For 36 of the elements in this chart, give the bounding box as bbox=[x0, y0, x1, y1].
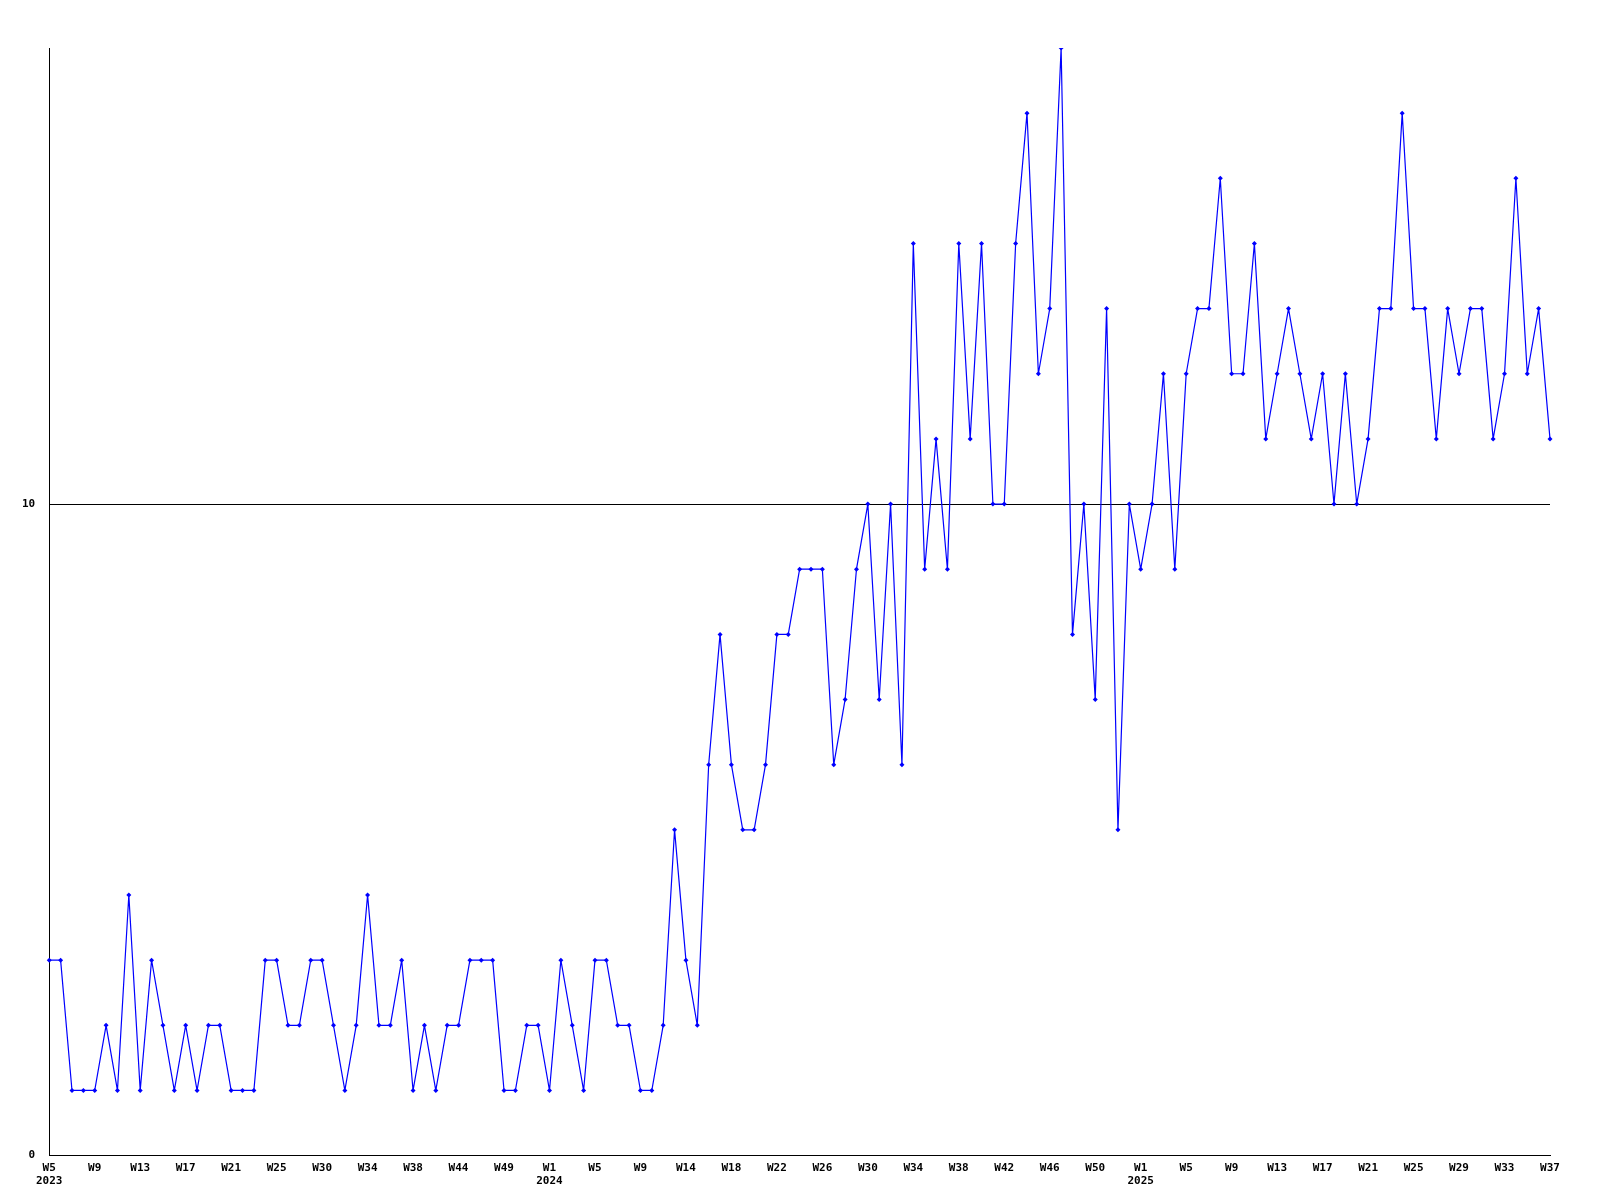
x-tick-label: W25 bbox=[1403, 1161, 1424, 1175]
x-tick-label: W37 bbox=[1540, 1161, 1560, 1175]
x-tick-label: W50 bbox=[1085, 1161, 1106, 1175]
x-tick-label: W9 bbox=[633, 1161, 648, 1175]
x-tick-label: W25 bbox=[266, 1161, 287, 1175]
x-tick-label: W30 bbox=[312, 1161, 333, 1175]
x-tick-label: W22 bbox=[766, 1161, 787, 1175]
x-tick-label: W5 bbox=[1179, 1161, 1193, 1175]
x-tick-label: W5 bbox=[588, 1161, 602, 1175]
x-tick-label: W17 bbox=[1312, 1161, 1333, 1175]
x-tick-label: W9 bbox=[1225, 1161, 1239, 1175]
x-tick-label: W13 bbox=[130, 1161, 151, 1175]
y-tick-label: 10 bbox=[22, 496, 36, 510]
x-tick-label: W1 2025 bbox=[1127, 1161, 1154, 1188]
x-tick-label: W49 bbox=[494, 1161, 514, 1175]
x-tick-label: W1 2024 bbox=[536, 1161, 564, 1188]
y-tick-label: 0 bbox=[28, 1148, 36, 1162]
x-tick-label: W13 bbox=[1267, 1161, 1288, 1175]
x-tick-label: W34 bbox=[903, 1161, 924, 1175]
x-tick-label: W21 bbox=[1358, 1161, 1379, 1175]
x-tick-label: W17 bbox=[175, 1161, 196, 1175]
x-tick-label: W9 bbox=[88, 1161, 102, 1175]
x-tick-label: W18 bbox=[721, 1161, 742, 1175]
x-tick-label: W34 bbox=[357, 1161, 378, 1175]
x-tick-label: W42 bbox=[994, 1161, 1015, 1175]
x-tick-label: W30 bbox=[857, 1161, 878, 1175]
x-tick-label: W21 bbox=[221, 1161, 242, 1175]
x-tick-label: W38 bbox=[948, 1161, 969, 1175]
x-tick-label: W5 2023 bbox=[36, 1161, 63, 1188]
x-tick-label: W46 bbox=[1039, 1161, 1061, 1175]
x-tick-label: W26 bbox=[812, 1161, 833, 1175]
x-tick-label: W33 bbox=[1494, 1161, 1515, 1175]
x-tick-label: W38 bbox=[403, 1161, 423, 1175]
x-tick-label: W29 bbox=[1449, 1161, 1469, 1175]
x-tick-label: W44 bbox=[448, 1161, 469, 1175]
x-tick-label: W14 bbox=[675, 1161, 697, 1175]
